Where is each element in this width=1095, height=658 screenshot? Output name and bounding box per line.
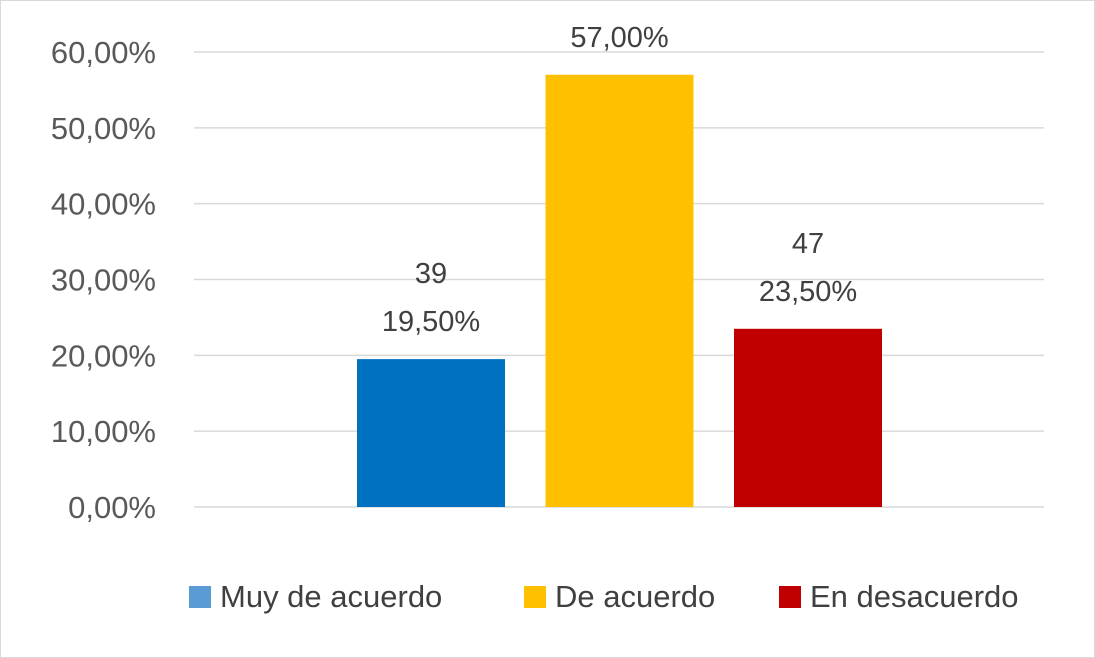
data-label-count: 114	[596, 1, 642, 6]
y-tick-label: 20,00%	[51, 338, 156, 373]
data-label-count: 47	[792, 228, 824, 260]
y-tick-label: 0,00%	[68, 490, 156, 525]
bars	[357, 74, 882, 507]
legend: Muy de acuerdo De acuerdo En desacuerdo	[189, 579, 1019, 614]
data-labels: 39 19,50% 114 57,00% 47 23,50%	[382, 1, 857, 338]
legend-label: De acuerdo	[555, 579, 715, 614]
y-axis-tick-labels: 0,00% 10,00% 20,00% 30,00% 40,00% 50,00% 60,00…	[51, 35, 156, 525]
legend-label: En desacuerdo	[810, 579, 1019, 614]
y-tick-label: 40,00%	[51, 187, 156, 222]
data-label-percent: 23,50%	[759, 276, 857, 308]
legend-label: Muy de acuerdo	[220, 579, 442, 614]
y-tick-label: 60,00%	[51, 35, 156, 70]
data-label-percent: 57,00%	[570, 22, 668, 54]
y-tick-label: 10,00%	[51, 414, 156, 449]
data-label-count: 39	[415, 258, 447, 290]
y-tick-label: 30,00%	[51, 263, 156, 298]
legend-swatch	[779, 586, 801, 608]
legend-swatch	[524, 586, 546, 608]
data-label-percent: 19,50%	[382, 306, 480, 338]
bar-en-desacuerdo	[734, 328, 882, 507]
y-tick-label: 50,00%	[51, 111, 156, 146]
bar-de-acuerdo	[545, 74, 694, 507]
bar-muy-de-acuerdo	[357, 359, 505, 507]
legend-swatch	[189, 586, 211, 608]
